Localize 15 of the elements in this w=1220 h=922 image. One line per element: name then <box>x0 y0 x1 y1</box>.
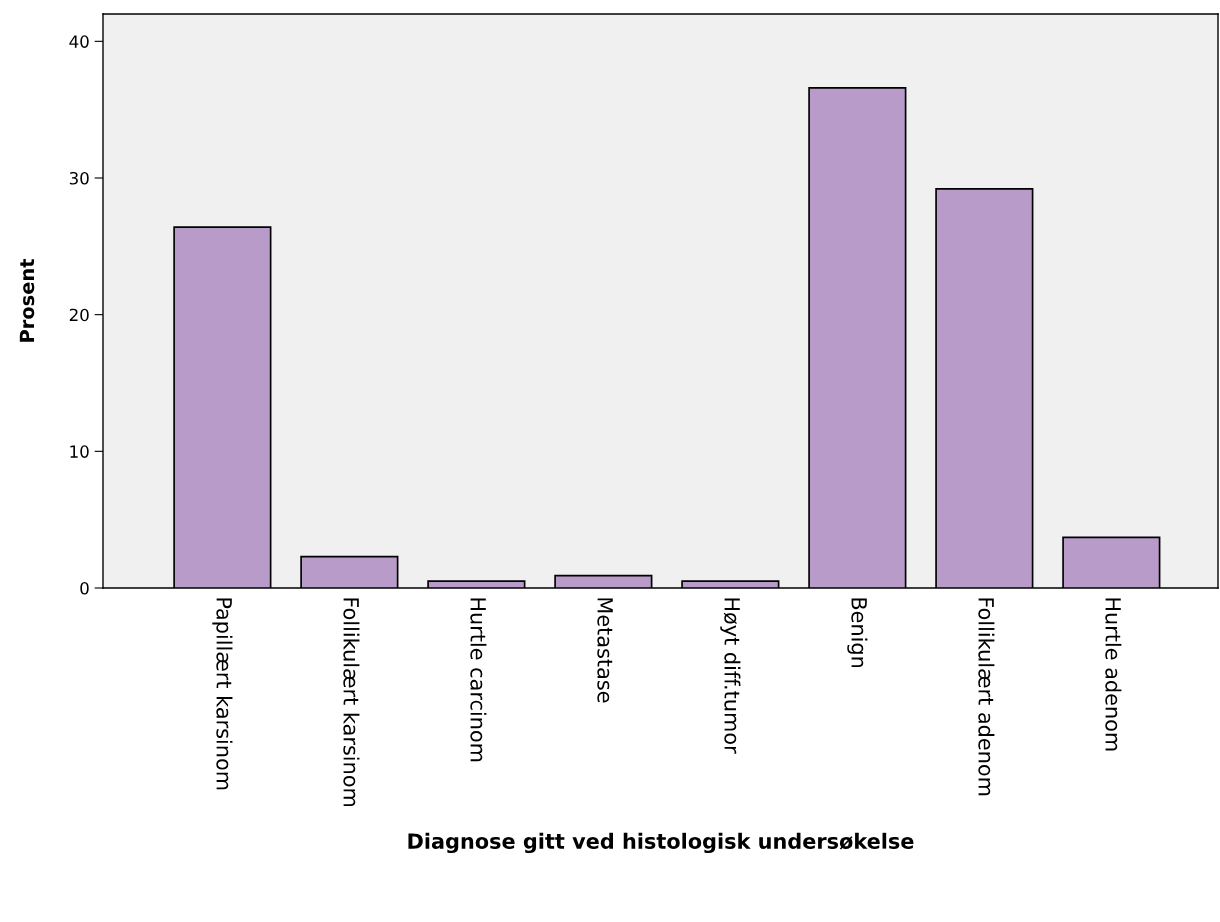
x-tick-label: Høyt diff.tumor <box>720 598 741 754</box>
y-tick-label: 40 <box>69 35 89 48</box>
x-tick-label: Hurtle carcinom <box>470 598 487 762</box>
x-tick-label: Papillært karsinom <box>212 598 233 790</box>
y-tick-label: 20 <box>69 308 89 322</box>
x-tick-label: Benign <box>847 598 868 668</box>
y-axis-title: Prosent <box>19 258 35 342</box>
y-tick-label: 10 <box>70 445 89 458</box>
y-tick-label: 0 <box>80 581 89 595</box>
y-tick-label: 30 <box>69 171 89 185</box>
x-axis-title: Diagnose gitt ved histologisk undersøkelse <box>408 832 914 854</box>
x-tick-label: Follikulært adenom <box>978 598 995 796</box>
x-tick-label: Hurtle adenom <box>1105 598 1122 751</box>
x-tick-label: Follikulært karsinom <box>343 598 360 807</box>
x-tick-label: Metastase <box>597 598 613 703</box>
